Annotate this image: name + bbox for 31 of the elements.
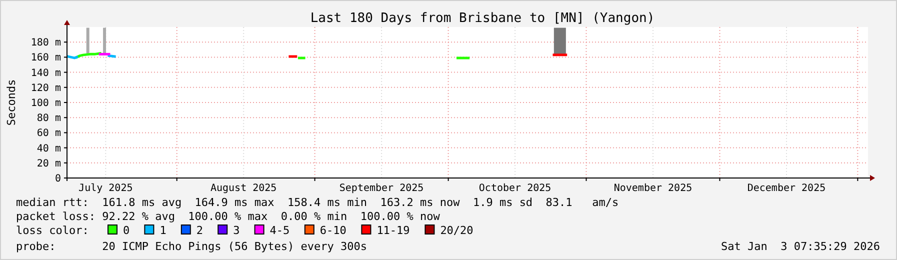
legend-label: 20/20: [440, 224, 474, 237]
y-tick-label: 80 m: [36, 113, 61, 124]
y-tick-label: 160 m: [30, 52, 61, 64]
legend-label: 2: [196, 224, 204, 237]
y-axis-title: Seconds: [5, 79, 18, 126]
x-tick-label: July 2025: [78, 183, 133, 194]
text: packet loss: 92.22 % avg 100.00 % max 0.00 % min 100.00 % now: [16, 210, 440, 223]
x-tick-label: September 2025: [339, 183, 424, 194]
legend-label: 3: [233, 224, 240, 237]
y-tick-label: 120 m: [30, 82, 61, 94]
x-tick-label: October 2025: [478, 183, 552, 194]
text: median rtt: 161.8 ms avg 164.9 ms max 158.4 ms min 163.2 ms now 1.9 ms sd 83.1 am/s: [16, 196, 619, 209]
y-tick-label: 60 m: [36, 128, 61, 140]
y-tick-label: 180 m: [30, 38, 61, 49]
legend-title: loss color:: [16, 224, 89, 237]
y-tick-label: 0: [54, 174, 61, 184]
text: Sat Jan 3 07:35:29 2026: [721, 240, 880, 253]
legend-label: 11-19: [376, 224, 410, 237]
y-tick-label: 100 m: [30, 98, 61, 109]
chart-title: Last 180 Days from Brisbane to [MN] (Yangon): [310, 11, 655, 26]
x-tick-label: November 2025: [614, 183, 692, 194]
y-tick-label: 140 m: [30, 68, 61, 79]
legend-label: 6-10: [320, 224, 346, 237]
legend-label: 0: [123, 224, 130, 237]
x-tick-label: December 2025: [747, 183, 826, 194]
legend-label: 1: [160, 224, 166, 237]
y-tick-label: 20 m: [36, 158, 61, 170]
legend-label: 4-5: [270, 224, 290, 237]
y-tick-label: 40 m: [36, 143, 61, 154]
text: probe: 20 ICMP Echo Pings (56 Bytes) every 300s: [16, 240, 367, 253]
x-tick-label: August 2025: [210, 183, 277, 194]
